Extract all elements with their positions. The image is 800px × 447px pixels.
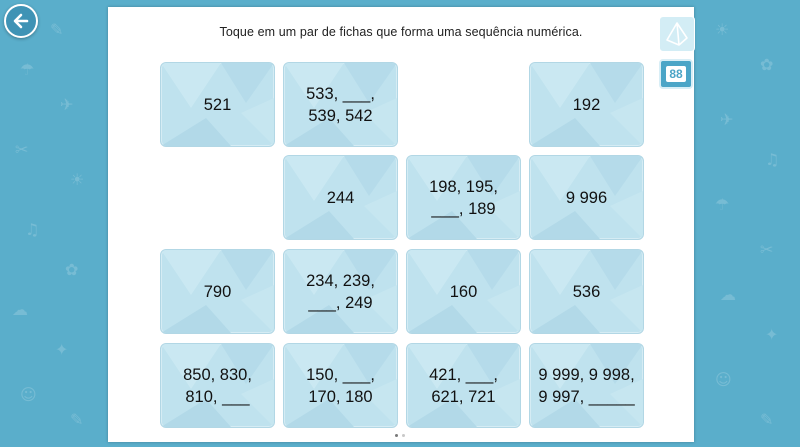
tile-card[interactable]: 850, 830, 810, ___	[160, 343, 275, 428]
tile-value: 244	[323, 187, 359, 209]
tile-value: 150, ___, 170, 180	[302, 364, 379, 408]
tile-card[interactable]: 192	[529, 62, 644, 147]
tile-card[interactable]: 244	[283, 155, 398, 240]
geometry-tool-button[interactable]	[659, 16, 695, 52]
pagination-dots	[395, 434, 405, 437]
tile-value: 9 999, 9 998, 9 997, _____	[534, 364, 638, 408]
tile-card[interactable]: 790	[160, 249, 275, 334]
tile-card[interactable]: 9 996	[529, 155, 644, 240]
page-number-button[interactable]: 88	[659, 59, 693, 89]
tile-value: 533, ___, 539, 542	[302, 83, 379, 127]
tile-card[interactable]: 198, 195, ___, 189	[406, 155, 521, 240]
tile-card[interactable]: 521	[160, 62, 275, 147]
page-number: 88	[666, 66, 685, 82]
tile-card[interactable]: 160	[406, 249, 521, 334]
tile-card[interactable]: 9 999, 9 998, 9 997, _____	[529, 343, 644, 428]
tile-value: 850, 830, 810, ___	[179, 364, 256, 408]
back-arrow-icon	[11, 11, 31, 31]
instruction-text: Toque em um par de fichas que forma uma …	[108, 25, 694, 39]
tile-value: 160	[446, 281, 482, 303]
tile-card[interactable]: 421, ___, 621, 721	[406, 343, 521, 428]
tile-value: 234, 239, ___, 249	[302, 270, 379, 314]
pagination-dot-active[interactable]	[395, 434, 398, 437]
tile-card[interactable]: 150, ___, 170, 180	[283, 343, 398, 428]
tile-card[interactable]: 234, 239, ___, 249	[283, 249, 398, 334]
tile-value: 536	[569, 281, 605, 303]
tile-card[interactable]: 533, ___, 539, 542	[283, 62, 398, 147]
back-button[interactable]	[4, 4, 38, 38]
tile-value: 521	[200, 94, 236, 116]
pyramid-icon	[664, 21, 690, 47]
tile-value: 421, ___, 621, 721	[425, 364, 502, 408]
tile-value: 790	[200, 281, 236, 303]
tile-card[interactable]: 536	[529, 249, 644, 334]
tile-value: 9 996	[562, 187, 611, 209]
pagination-dot[interactable]	[402, 434, 405, 437]
tile-value: 198, 195, ___, 189	[425, 176, 502, 220]
tile-value: 192	[569, 94, 605, 116]
